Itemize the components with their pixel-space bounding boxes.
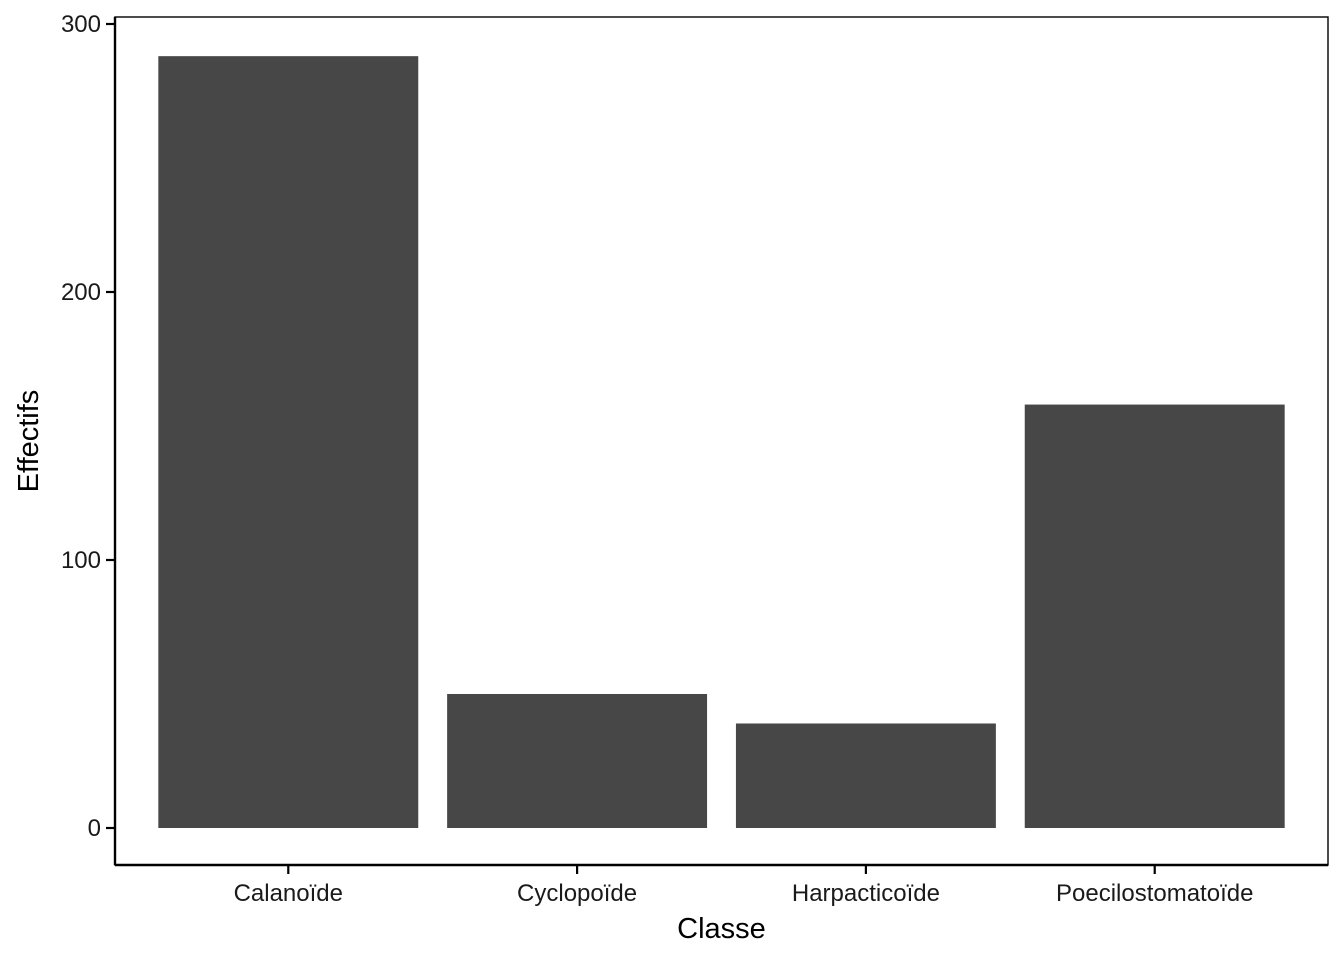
y-tick-label: 200 (61, 279, 101, 306)
bar (1024, 404, 1285, 828)
x-axis: Calanoïde Cyclopoïde Harpacticoïde Poecilos… (234, 865, 1253, 907)
bar (735, 723, 996, 828)
x-tick-label: Harpacticoïde (792, 880, 940, 907)
bar (158, 56, 419, 829)
y-tick-label: 0 (88, 815, 101, 842)
x-tick-label: Calanoïde (234, 880, 343, 907)
bar (447, 694, 708, 828)
bars-layer (158, 56, 1285, 829)
x-axis-title: Classe (677, 913, 766, 945)
x-tick-label: Cyclopoïde (517, 880, 637, 907)
y-tick-label: 100 (61, 547, 101, 574)
x-tick-label: Poecilostomatoïde (1056, 880, 1253, 907)
y-axis-title: Effectifs (13, 390, 45, 493)
y-tick-label: 300 (61, 11, 101, 38)
y-axis: 0 100 200 300 (61, 11, 115, 842)
